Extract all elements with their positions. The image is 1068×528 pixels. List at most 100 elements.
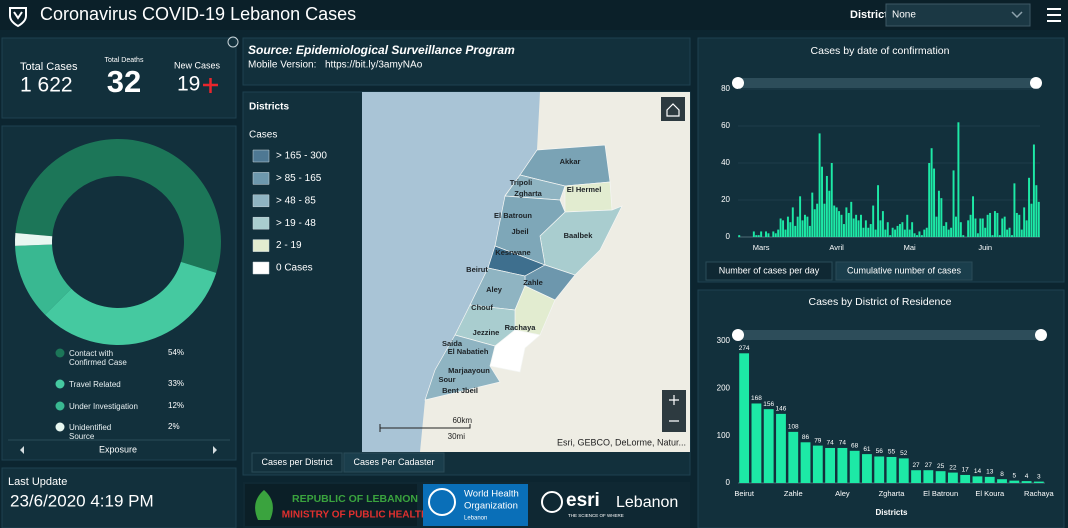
menu-line[interactable] — [1047, 8, 1061, 10]
legend-value: 54% — [168, 348, 184, 357]
bar — [933, 168, 936, 237]
map-view: Akkar Tripoli Zgharta El Hermel El Batroun Jb… — [362, 92, 690, 452]
map-tab[interactable] — [251, 452, 343, 473]
total-deaths-value: 32 — [107, 64, 141, 99]
range-slider-handle[interactable] — [732, 77, 744, 89]
last-update-value: 23/6/2020 4:19 PM — [10, 491, 154, 510]
bar — [881, 211, 884, 237]
prev-arrow[interactable] — [20, 446, 24, 454]
range-slider-handle[interactable] — [1035, 329, 1047, 341]
panel — [1, 467, 237, 528]
district-area — [504, 174, 566, 201]
select-arrow[interactable] — [1011, 11, 1023, 19]
legend-swatch — [252, 172, 270, 185]
map-tab-label[interactable]: Cases Per Cadaster — [353, 457, 434, 467]
menu-line[interactable] — [1047, 14, 1061, 16]
bar — [760, 231, 763, 237]
mobile-link[interactable]: https://bit.ly/3amyNAo — [325, 60, 423, 71]
legend-range: > 165 - 300 — [276, 151, 327, 162]
legend-value: 2% — [168, 422, 180, 431]
chart-tab[interactable] — [835, 261, 973, 281]
chart-tab-label[interactable]: Cumulative number of cases — [847, 265, 962, 275]
bar-value-label: 13 — [986, 469, 994, 476]
bar — [845, 207, 848, 237]
bar — [942, 225, 945, 237]
bar — [984, 476, 995, 483]
district-select-value[interactable]: None — [892, 10, 916, 21]
bar-value-label: 79 — [814, 437, 822, 444]
bar — [739, 353, 750, 483]
map-tab[interactable] — [343, 452, 445, 473]
bar — [872, 205, 875, 237]
bar — [903, 229, 906, 237]
bar — [850, 201, 853, 237]
bar — [823, 203, 826, 237]
bar — [947, 472, 958, 483]
bar — [879, 220, 882, 237]
bar — [937, 190, 940, 237]
home-icon[interactable] — [666, 103, 680, 117]
bar — [830, 163, 833, 237]
app-icon — [9, 7, 27, 28]
legend-label: Travel Related — [69, 380, 121, 389]
who-line1: World Health — [464, 489, 519, 500]
chart-tab-label[interactable]: Number of cases per day — [719, 265, 820, 275]
map-legend-title: Districts — [249, 102, 289, 113]
bar — [976, 233, 979, 237]
bar — [777, 229, 780, 237]
who-line3: Lebanon — [464, 516, 487, 522]
bar — [738, 235, 741, 237]
range-slider-handle[interactable] — [1030, 77, 1042, 89]
bar — [813, 209, 816, 237]
y-tick-label: 0 — [726, 232, 731, 241]
bar — [998, 235, 1001, 237]
x-tick-label: Zahle — [784, 489, 803, 498]
bar — [901, 222, 904, 237]
mobile-label: Mobile Version: — [248, 60, 316, 71]
bar — [772, 231, 775, 237]
range-slider-handle[interactable] — [732, 329, 744, 341]
bar — [1028, 177, 1031, 237]
next-arrow[interactable] — [213, 446, 217, 454]
bar — [847, 212, 850, 237]
esri-place: Lebanon — [616, 494, 678, 511]
bar — [855, 214, 858, 237]
menu-line[interactable] — [1047, 20, 1061, 22]
x-axis-label: Districts — [875, 508, 908, 517]
bar — [989, 212, 992, 237]
bar — [852, 218, 855, 237]
bar — [955, 216, 957, 237]
bar — [867, 227, 870, 237]
bar-value-label: 86 — [802, 434, 810, 441]
bar — [894, 229, 897, 237]
donut-slice — [45, 261, 217, 345]
bar — [993, 211, 996, 237]
bar — [906, 214, 909, 237]
bar — [928, 163, 931, 237]
bar — [1003, 216, 1006, 237]
bar-value-label: 22 — [949, 464, 957, 471]
legend-range: 2 - 19 — [276, 240, 302, 251]
x-tick-label: Aley — [835, 489, 850, 498]
bar — [800, 442, 811, 483]
bar — [967, 220, 970, 237]
bar-value-label: 14 — [974, 468, 982, 475]
bar — [799, 196, 802, 237]
map-tab-label[interactable]: Cases per District — [261, 457, 333, 467]
y-tick-label: 0 — [726, 478, 731, 487]
bar — [945, 222, 948, 237]
x-tick-label: Juin — [978, 243, 992, 252]
district-label: Beirut — [466, 265, 488, 274]
bar — [801, 220, 804, 237]
y-tick-label: 200 — [717, 383, 731, 392]
district-select[interactable] — [885, 3, 1031, 27]
bar — [979, 218, 982, 237]
chart-tab[interactable] — [705, 261, 833, 281]
bar-value-label: 108 — [788, 424, 799, 431]
menu-button[interactable] — [1047, 8, 1061, 22]
district-label: Chouf — [471, 303, 493, 312]
bar — [959, 222, 962, 237]
panel-info-icon[interactable] — [227, 36, 239, 48]
home-button[interactable] — [661, 97, 685, 121]
